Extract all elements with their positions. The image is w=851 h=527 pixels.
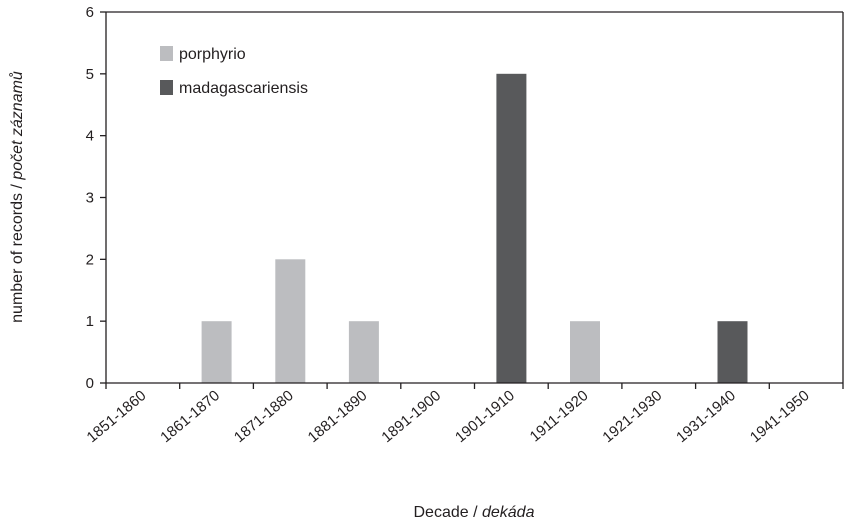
bar-porphyrio-1861-1870 xyxy=(201,321,232,383)
y-tick-label: 2 xyxy=(86,251,94,268)
legend-swatch-porphyrio xyxy=(160,46,173,61)
y-axis-title: number of records / počet záznamů xyxy=(8,71,26,323)
legend-swatch-madagascariensis xyxy=(160,80,173,95)
bar-porphyrio-1881-1890 xyxy=(348,321,379,383)
x-tick-label: 1941-1950 xyxy=(747,387,813,446)
bar-porphyrio-1911-1920 xyxy=(570,321,600,383)
bars-group xyxy=(201,73,748,384)
x-tick-label: 1901-1910 xyxy=(452,387,518,446)
y-tick-label: 5 xyxy=(86,66,94,83)
bar-madagascariensis-1931-1940 xyxy=(717,321,748,383)
x-tick-label: 1911-1920 xyxy=(527,387,592,445)
x-tick-label: 1921-1930 xyxy=(599,387,665,446)
y-tick-label: 4 xyxy=(86,128,94,145)
x-tick-label: 1881-1890 xyxy=(305,387,371,446)
x-ticks-group: 1851-1860 1861-1870 1871-1880 1881-1890 1891… xyxy=(84,383,844,446)
y-tick-label: 1 xyxy=(86,313,94,330)
x-tick-label: 1861-1870 xyxy=(157,387,223,446)
bar-madagascariensis-1901-1910 xyxy=(496,73,527,384)
x-tick-label: 1871-1880 xyxy=(231,387,297,446)
x-tick-label: 1851-1860 xyxy=(84,387,150,446)
legend-label-madagascariensis: madagascariensis xyxy=(179,80,308,97)
x-tick-label: 1931-1940 xyxy=(673,387,739,446)
x-axis-title: Decade / dekáda xyxy=(414,504,535,521)
x-tick-label: 1891-1900 xyxy=(378,387,444,446)
y-tick-label: 6 xyxy=(86,4,94,21)
bar-porphyrio-1871-1880 xyxy=(275,259,306,383)
y-tick-label: 0 xyxy=(86,375,94,392)
legend: porphyrio madagascariensis xyxy=(160,46,308,97)
y-ticks-group: 0 1 2 3 4 5 6 xyxy=(86,4,106,392)
y-tick-label: 3 xyxy=(86,190,94,207)
legend-label-porphyrio: porphyrio xyxy=(179,46,246,63)
